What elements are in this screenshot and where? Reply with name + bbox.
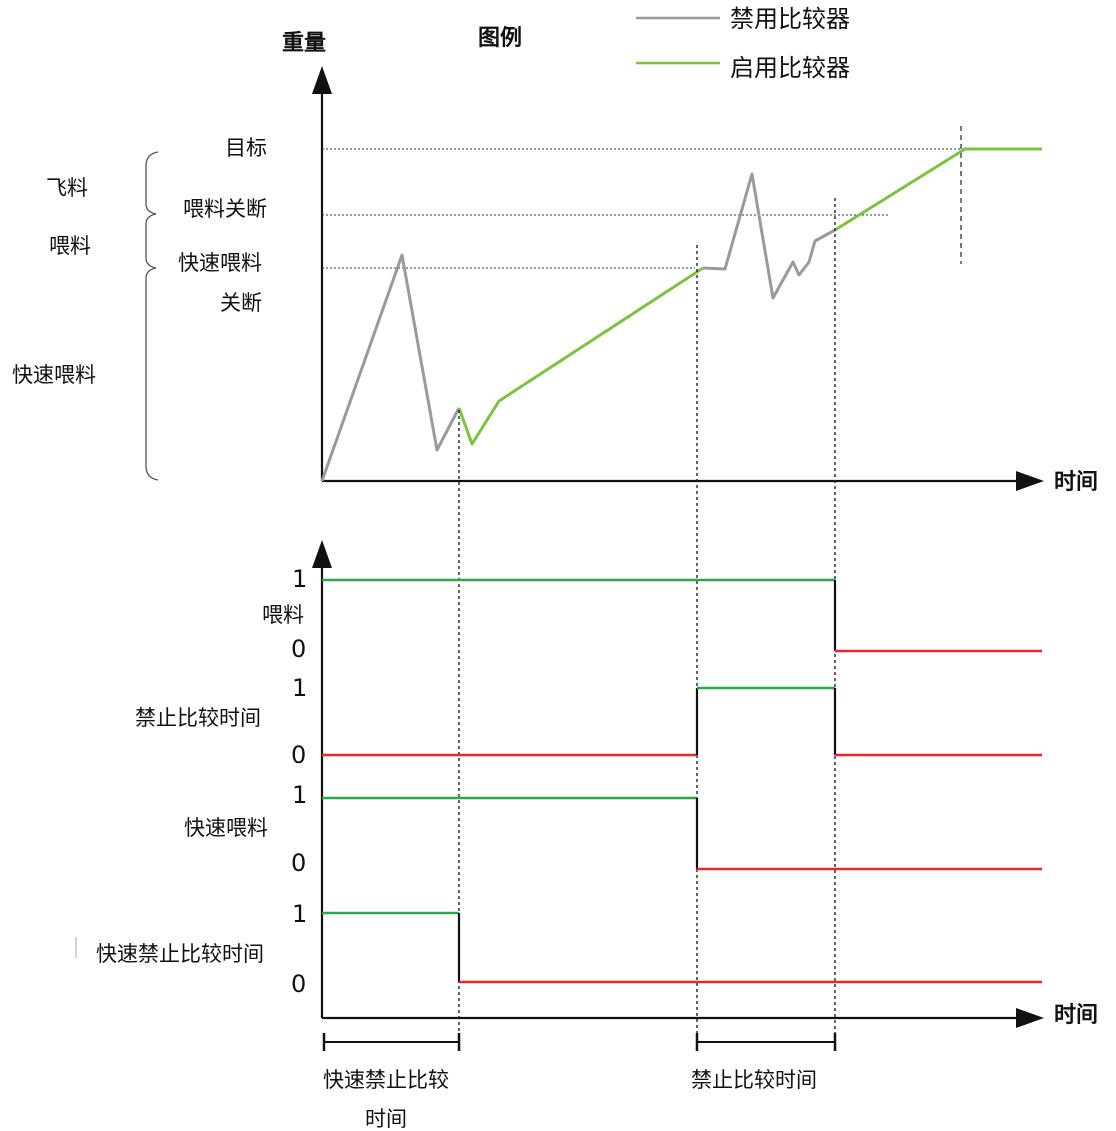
- in-flight-label: 飞料: [46, 176, 88, 200]
- weight-axis-label: 重量: [282, 31, 326, 56]
- signal-compare-block: 1 禁止比较时间 0: [135, 674, 1042, 769]
- signal-axis-x-arrow: [1016, 1008, 1044, 1028]
- signal-feed: 1 喂料 0: [262, 565, 1042, 663]
- disabled-comparator-curve-1: [320, 253, 461, 482]
- fast-feed-stage-label: 快速喂料: [12, 363, 96, 387]
- enabled-comparator-curve-1: [457, 266, 704, 446]
- fast-block-interval-label-2: 时间: [365, 1107, 407, 1131]
- signal-feed-high: 1: [292, 565, 307, 593]
- fast-feed-cutoff-label-line2: 关断: [220, 291, 262, 315]
- signal-fast-compare-block-high: 1: [292, 900, 307, 928]
- legend-label-disabled: 禁用比较器: [730, 5, 850, 33]
- weight-time-label: 时间: [1054, 470, 1098, 495]
- weight-axis-x-arrow: [1016, 471, 1044, 491]
- signal-feed-label: 喂料: [262, 603, 304, 627]
- enabled-comparator-curve-2: [834, 147, 1042, 232]
- signal-axis-y-arrow: [312, 540, 332, 568]
- interval-brackets: 快速禁止比较 时间 禁止比较时间: [322, 1033, 837, 1131]
- fast-block-interval-label-1: 快速禁止比较: [323, 1068, 449, 1092]
- fast-feed-cutoff-label-line1: 快速喂料: [178, 251, 262, 275]
- legend: 图例 禁用比较器 启用比较器: [478, 5, 850, 82]
- signal-fast-feed-label: 快速喂料: [184, 816, 268, 840]
- target-label: 目标: [225, 136, 267, 160]
- disabled-comparator-curve-2: [702, 172, 836, 300]
- stage-brace: [145, 151, 159, 481]
- legend-label-enabled: 启用比较器: [730, 54, 850, 82]
- signal-compare-block-label: 禁止比较时间: [135, 706, 261, 730]
- signal-fast-feed-low: 0: [291, 849, 306, 877]
- feed-stage-label: 喂料: [49, 234, 91, 258]
- signal-chart: 时间 1 喂料 0 1 禁止比较时间 0 1 快速喂料 0: [75, 540, 1098, 1028]
- signal-time-label: 时间: [1054, 1003, 1098, 1028]
- signal-fast-compare-block-low: 0: [291, 970, 306, 998]
- signal-fast-feed-high: 1: [292, 781, 307, 809]
- signal-fast-compare-block-label: 快速禁止比较时间: [96, 942, 264, 966]
- signal-fast-feed: 1 快速喂料 0: [184, 781, 1042, 877]
- signal-compare-block-low: 0: [291, 741, 306, 769]
- weight-axis-y-arrow: [312, 66, 332, 94]
- weight-chart: 重量 时间 目标 喂料关断 快速喂料 关断 飞料 喂料 快速喂料: [12, 31, 1098, 495]
- signal-fast-compare-block: 1 快速禁止比较时间 0: [96, 900, 1042, 998]
- signal-compare-block-high: 1: [292, 674, 307, 702]
- feed-cutoff-label: 喂料关断: [183, 197, 267, 221]
- legend-title: 图例: [478, 26, 522, 51]
- event-lines: [458, 198, 836, 1040]
- signal-feed-low: 0: [291, 635, 306, 663]
- block-interval-label: 禁止比较时间: [691, 1068, 817, 1092]
